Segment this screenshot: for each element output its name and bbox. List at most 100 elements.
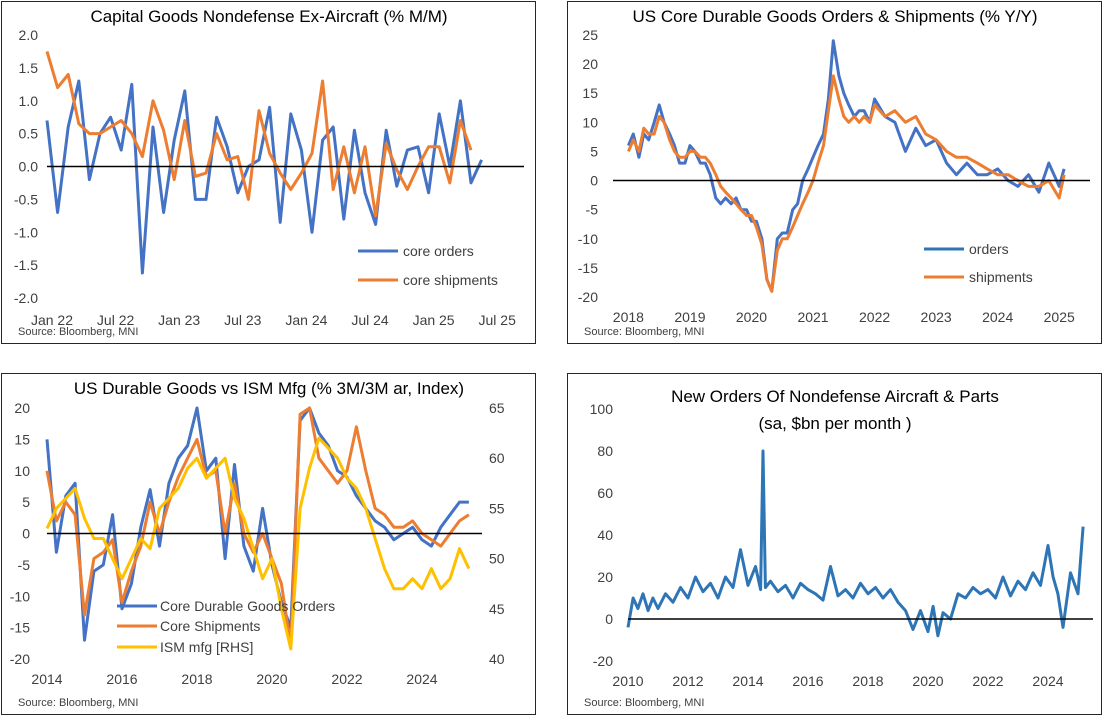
y-tick-label: -20 <box>593 653 613 669</box>
x-tick-label: 2024 <box>406 671 437 687</box>
y-tick-label: 0.5 <box>19 126 39 142</box>
legend-core-durable-goods-orders: Core Durable Goods Orders <box>160 598 335 614</box>
source-note: Source: Bloomberg, MNI <box>18 697 138 709</box>
y-tick-label: 20 <box>582 56 598 72</box>
x-tick-label: Jul 24 <box>351 312 389 328</box>
y-tick-label: 10 <box>582 114 598 130</box>
chart-title: New Orders Of Nondefense Aircraft & Part… <box>671 387 999 406</box>
source-note: Source: Bloomberg, MNI <box>584 697 704 709</box>
y-tick-label: 80 <box>597 443 613 459</box>
chart-title: Capital Goods Nondefense Ex-Aircraft (% … <box>90 7 447 26</box>
plot-area: 25 20 15 10 5 0 -5 -10 -15 -20 2018 2019 2020 2021 202… <box>578 27 1090 325</box>
x-tick-label: 2022 <box>331 671 362 687</box>
chart-subtitle: (sa, $bn per month ) <box>758 414 911 433</box>
chart-title: US Durable Goods vs ISM Mfg (% 3M/3M ar,… <box>74 379 464 398</box>
y-tick-label: 25 <box>582 27 598 43</box>
series-line-core-shipments <box>45 50 473 218</box>
y-tick-label: -2.0 <box>14 290 38 306</box>
x-tick-label: 2023 <box>921 309 952 325</box>
x-tick-label: 2021 <box>797 309 828 325</box>
x-tick-label: Jan 23 <box>158 312 200 328</box>
y-tick-label: -10 <box>10 588 30 604</box>
chart-title: US Core Durable Goods Orders & Shipments… <box>632 7 1037 26</box>
legend-core-shipments: Core Shipments <box>160 618 260 634</box>
x-tick-label: 2012 <box>672 673 703 689</box>
y-tick-label: -20 <box>10 651 30 667</box>
legend-shipments: shipments <box>969 269 1033 285</box>
source-note: Source: Bloomberg, MNI <box>18 326 138 338</box>
chart-aircraft-orders: New Orders Of Nondefense Aircraft & Part… <box>584 387 1093 709</box>
y-tick-label: -15 <box>578 260 598 276</box>
x-tick-label: 2024 <box>982 309 1013 325</box>
source-note: Source: Bloomberg, MNI <box>584 326 704 338</box>
y-tick-label: 1.5 <box>19 60 39 76</box>
y2-tick-label: 45 <box>489 601 505 617</box>
x-tick-label: 2020 <box>912 673 943 689</box>
x-tick-label: 2020 <box>256 671 287 687</box>
y-tick-label: 100 <box>590 401 614 417</box>
y-tick-label: 20 <box>14 400 30 416</box>
chart-panel-durable-vs-ism: US Durable Goods vs ISM Mfg (% 3M/3M ar,… <box>1 373 536 715</box>
x-tick-label: Jan 24 <box>285 312 327 328</box>
x-tick-label: 2022 <box>859 309 890 325</box>
y-tick-label: -1.5 <box>14 257 38 273</box>
x-tick-label: 2018 <box>613 309 644 325</box>
y-tick-label: -15 <box>10 620 30 636</box>
y2-tick-label: 65 <box>489 400 505 416</box>
x-tick-label: 2019 <box>674 309 705 325</box>
y-tick-label: 20 <box>597 569 613 585</box>
chart-capital-goods: Capital Goods Nondefense Ex-Aircraft (% … <box>14 7 524 338</box>
y2-tick-label: 50 <box>489 551 505 567</box>
y-tick-label: 60 <box>597 485 613 501</box>
chart-panel-capital-goods: Capital Goods Nondefense Ex-Aircraft (% … <box>1 1 536 344</box>
y-tick-label: 10 <box>14 463 30 479</box>
x-tick-label: 2018 <box>852 673 883 689</box>
x-tick-label: Jul 22 <box>97 312 135 328</box>
chart-durable-vs-ism: US Durable Goods vs ISM Mfg (% 3M/3M ar,… <box>10 379 505 709</box>
series-line-shipments <box>627 74 1066 293</box>
y-tick-label: 1.0 <box>19 93 39 109</box>
chart-panel-aircraft-orders: New Orders Of Nondefense Aircraft & Part… <box>567 373 1102 715</box>
y-tick-label: 5 <box>590 143 598 159</box>
x-tick-label: 2025 <box>1044 309 1075 325</box>
y-tick-label: 0 <box>22 526 30 542</box>
y-tick-label: -5 <box>586 202 599 218</box>
x-tick-label: 2010 <box>612 673 643 689</box>
y-tick-label: 40 <box>597 527 613 543</box>
x-tick-label: Jan 22 <box>31 312 73 328</box>
x-tick-label: 2020 <box>736 309 767 325</box>
y-tick-label: 2.0 <box>19 27 39 43</box>
x-tick-label: Jul 23 <box>224 312 262 328</box>
x-tick-label: 2014 <box>31 671 62 687</box>
legend-core-shipments: core shipments <box>403 272 498 288</box>
x-tick-label: 2016 <box>106 671 137 687</box>
y-tick-label: -10 <box>578 231 598 247</box>
y-tick-label: 0 <box>605 611 613 627</box>
y-tick-label: 15 <box>14 431 30 447</box>
y-tick-label: 15 <box>582 85 598 101</box>
x-tick-label: 2022 <box>972 673 1003 689</box>
x-tick-label: 2014 <box>732 673 763 689</box>
y-tick-label: -0.5 <box>14 191 38 207</box>
legend-orders: orders <box>969 241 1009 257</box>
y-tick-label: 0.0 <box>19 159 39 175</box>
chart-durable-yoy: US Core Durable Goods Orders & Shipments… <box>578 7 1090 338</box>
x-tick-label: Jan 25 <box>413 312 455 328</box>
y-tick-label: -5 <box>18 557 31 573</box>
plot-area: 100 80 60 40 20 0 -20 2010 2012 2014 2016 2018 2020 2… <box>590 401 1093 689</box>
series-line-ism-mfg-rhs <box>45 436 471 651</box>
y2-tick-label: 60 <box>489 450 505 466</box>
y-tick-label: 5 <box>22 494 30 510</box>
legend-core-orders: core orders <box>403 243 474 259</box>
series-line-new-orders <box>626 449 1085 638</box>
x-tick-label: 2016 <box>792 673 823 689</box>
chart-panel-durable-yoy: US Core Durable Goods Orders & Shipments… <box>567 1 1102 344</box>
x-tick-label: 2018 <box>181 671 212 687</box>
series-line-orders <box>627 39 1066 293</box>
y-tick-label: -20 <box>578 289 598 305</box>
x-tick-label: Jul 25 <box>479 312 517 328</box>
y-tick-label: -1.0 <box>14 224 38 240</box>
x-tick-label: 2024 <box>1032 673 1063 689</box>
legend-ism-mfg: ISM mfg [RHS] <box>160 639 253 655</box>
